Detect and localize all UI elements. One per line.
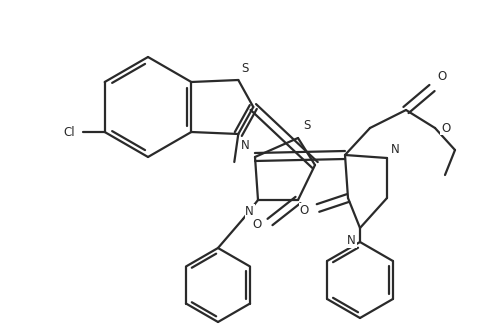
- Text: N: N: [242, 139, 250, 152]
- Text: Cl: Cl: [63, 126, 75, 138]
- Text: S: S: [303, 119, 310, 132]
- Text: O: O: [441, 121, 450, 134]
- Text: O: O: [300, 203, 309, 216]
- Text: O: O: [253, 218, 262, 232]
- Text: O: O: [437, 70, 446, 83]
- Text: N: N: [391, 143, 400, 156]
- Text: S: S: [242, 62, 248, 75]
- Text: N: N: [347, 234, 356, 247]
- Text: N: N: [245, 205, 254, 218]
